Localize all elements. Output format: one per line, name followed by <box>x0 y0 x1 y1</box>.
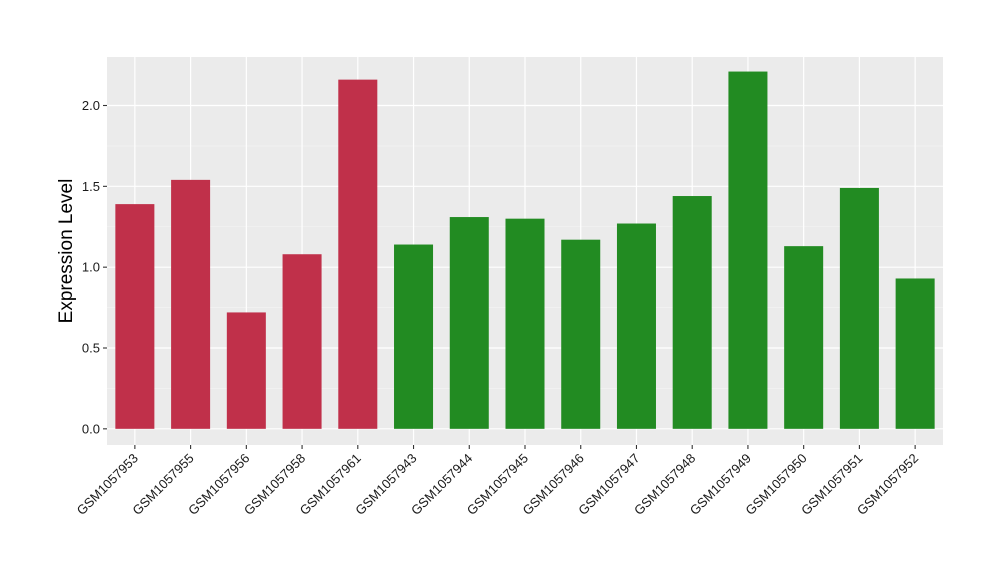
y-axis: 0.0 0.5 1.0 1.5 2.0 <box>82 98 107 436</box>
bar-GSM1057946 <box>561 239 601 429</box>
bar-GSM1057953 <box>115 204 155 429</box>
bars <box>115 71 935 429</box>
y-tick-label: 1.5 <box>82 179 100 194</box>
bar-GSM1057961 <box>338 79 378 429</box>
bar-GSM1057943 <box>394 244 434 429</box>
bar-GSM1057947 <box>616 223 656 429</box>
bar-GSM1057949 <box>728 71 768 429</box>
bar-GSM1057945 <box>505 218 545 429</box>
bar-GSM1057956 <box>226 312 266 429</box>
x-axis: GSM1057953GSM1057955GSM1057956GSM1057958… <box>74 445 921 518</box>
y-tick-label: 2.0 <box>82 98 100 113</box>
bar-GSM1057958 <box>282 254 322 429</box>
bar-GSM1057944 <box>449 217 489 429</box>
bar-GSM1057948 <box>672 196 712 429</box>
y-tick-label: 0.5 <box>82 341 100 356</box>
bar-GSM1057951 <box>839 187 879 429</box>
y-tick-label: 1.0 <box>82 260 100 275</box>
bar-GSM1057950 <box>784 246 824 429</box>
y-tick-label: 0.0 <box>82 421 100 436</box>
bar-GSM1057955 <box>171 179 211 429</box>
y-axis-title: Expression Level <box>56 179 77 324</box>
bar-GSM1057952 <box>895 278 935 429</box>
